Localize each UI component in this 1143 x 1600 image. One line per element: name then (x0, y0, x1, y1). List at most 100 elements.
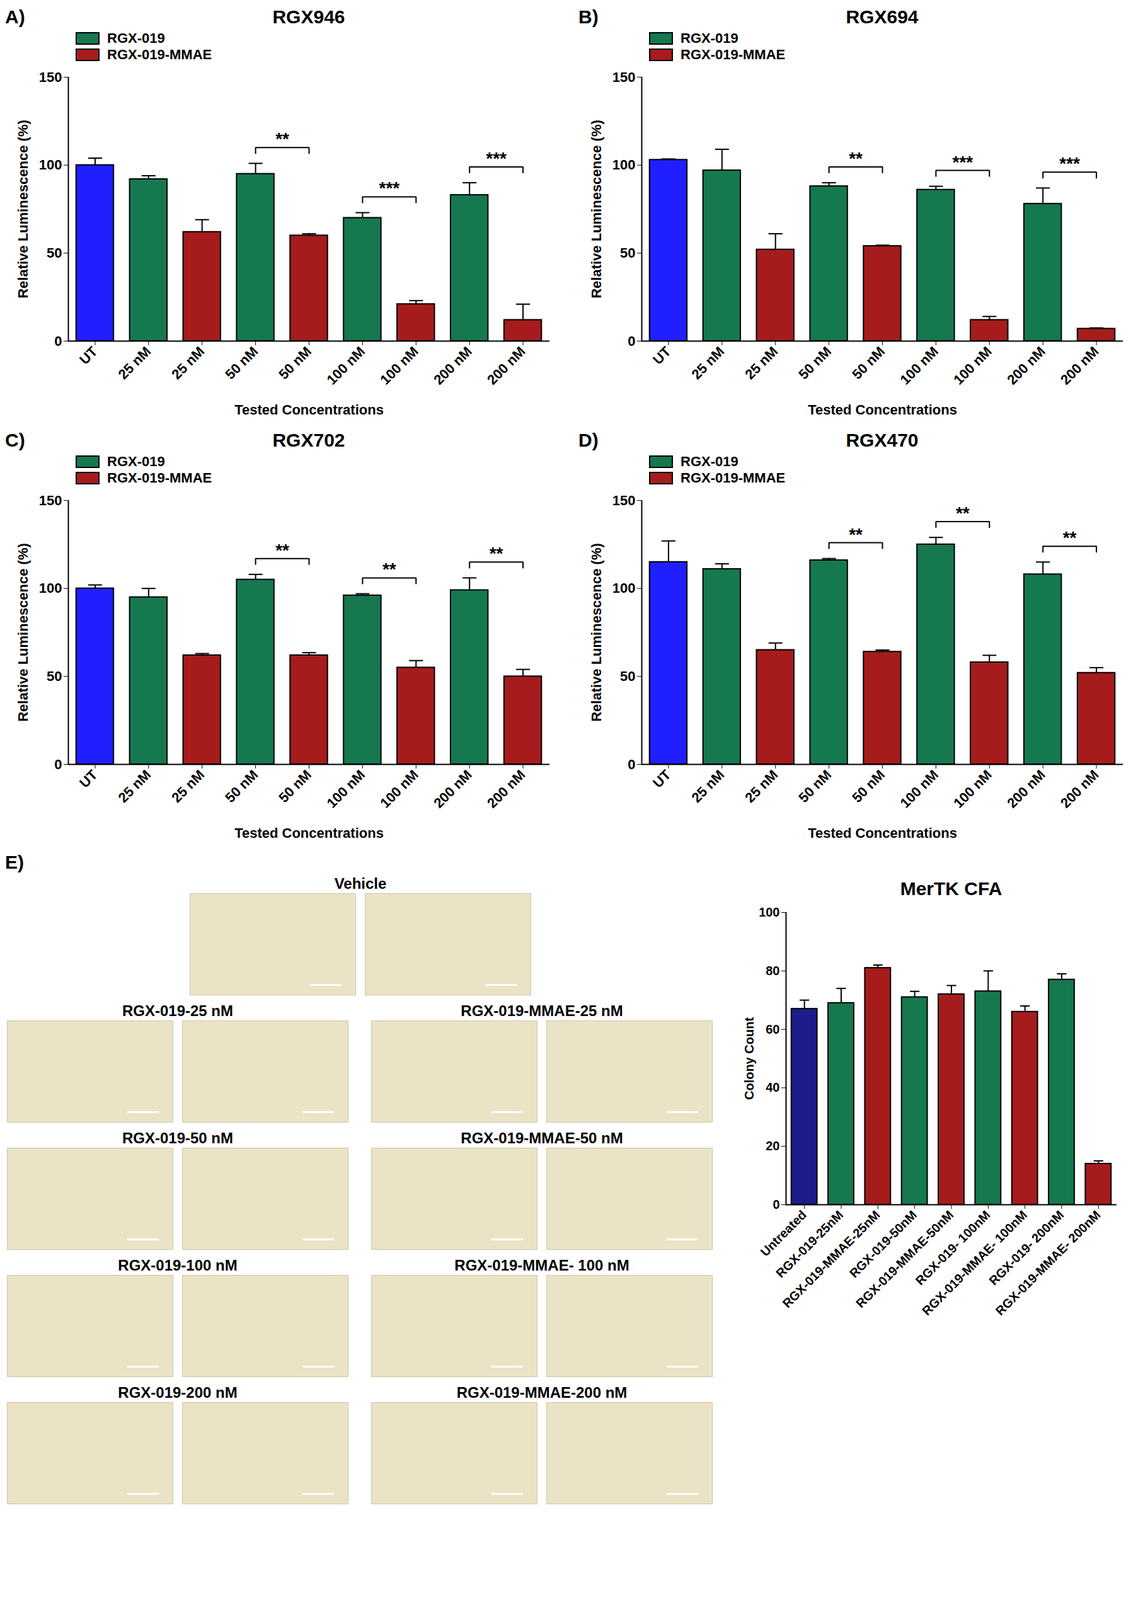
html-text:D): D) (578, 429, 599, 451)
svg-text:100 nM: 100 nM (323, 343, 368, 388)
svg-text:50: 50 (46, 668, 62, 685)
svg-text:100 nM: 100 nM (950, 766, 995, 811)
svg-text:***: *** (485, 148, 507, 169)
svg-text:50: 50 (620, 668, 636, 685)
svg-text:***: *** (378, 178, 400, 198)
svg-text:**: ** (955, 503, 970, 523)
html-text:RGX702: RGX702 (272, 429, 345, 451)
svg-text:100 nM: 100 nM (376, 766, 421, 811)
html-text:Vehicle: Vehicle (334, 875, 387, 893)
svg-text:RGX-019-MMAE-50nM: RGX-019-MMAE-50nM (853, 1207, 957, 1311)
html-text:B): B) (578, 6, 599, 28)
svg-text:50 nM: 50 nM (275, 343, 315, 383)
svg-text:200 nM: 200 nM (1003, 343, 1048, 388)
svg-text:50 nM: 50 nM (275, 766, 315, 806)
svg-text:Relative Luminescence (%): Relative Luminescence (%) (588, 119, 605, 299)
svg-text:100 nM: 100 nM (896, 343, 941, 388)
svg-text:Tested Concentrations: Tested Concentrations (234, 825, 384, 842)
svg-text:Tested Concentrations: Tested Concentrations (807, 402, 958, 418)
svg-text:100: 100 (612, 580, 636, 597)
svg-text:40: 40 (765, 1080, 780, 1095)
html-text:RGX-019-25 nM: RGX-019-25 nM (122, 1002, 234, 1020)
svg-text:**: ** (848, 524, 863, 545)
svg-text:150: 150 (612, 69, 636, 86)
svg-text:200 nM: 200 nM (430, 766, 475, 811)
svg-text:UT: UT (649, 343, 675, 368)
svg-text:**: ** (275, 540, 290, 561)
svg-text:50 nM: 50 nM (221, 343, 261, 383)
svg-text:RGX-019-MMAE- 200nM: RGX-019-MMAE- 200nM (993, 1207, 1104, 1319)
svg-text:100: 100 (758, 905, 780, 920)
html-text:RGX946: RGX946 (272, 6, 345, 28)
svg-text:100 nM: 100 nM (950, 343, 995, 388)
svg-text:25 nM: 25 nM (115, 766, 155, 806)
svg-text:60: 60 (765, 1022, 780, 1037)
svg-text:RGX-019-MMAE- 100nM: RGX-019-MMAE- 100nM (919, 1207, 1030, 1319)
html-text:E): E) (5, 851, 24, 873)
html-text:RGX694: RGX694 (845, 6, 919, 28)
svg-text:Untreated: Untreated (757, 1207, 810, 1260)
svg-text:50 nM: 50 nM (795, 343, 835, 383)
svg-text:200 nM: 200 nM (1057, 766, 1102, 811)
svg-text:25 nM: 25 nM (741, 766, 781, 806)
html-text:RGX470: RGX470 (845, 429, 919, 451)
svg-text:200 nM: 200 nM (483, 343, 529, 388)
svg-text:100: 100 (39, 156, 63, 173)
svg-text:25 nM: 25 nM (741, 343, 781, 383)
svg-text:Colony Count: Colony Count (742, 1017, 757, 1101)
svg-text:150: 150 (612, 492, 636, 509)
svg-text:25 nM: 25 nM (688, 766, 728, 806)
svg-text:Tested Concentrations: Tested Concentrations (234, 402, 384, 418)
svg-text:100 nM: 100 nM (376, 343, 421, 388)
svg-text:Relative Luminescence (%): Relative Luminescence (%) (15, 119, 31, 299)
svg-text:RGX-019- 100nM: RGX-019- 100nM (912, 1207, 993, 1289)
svg-text:RGX-019-25nM: RGX-019-25nM (773, 1207, 846, 1281)
svg-text:150: 150 (39, 69, 63, 86)
svg-text:RGX-019- 200nM: RGX-019- 200nM (986, 1207, 1067, 1289)
svg-text:50: 50 (46, 245, 62, 261)
svg-text:**: ** (848, 148, 863, 169)
svg-text:UT: UT (76, 766, 101, 792)
svg-text:50 nM: 50 nM (795, 766, 835, 806)
svg-text:50 nM: 50 nM (848, 766, 888, 806)
svg-text:80: 80 (765, 964, 780, 978)
svg-text:25 nM: 25 nM (688, 343, 728, 383)
html-text:C): C) (5, 429, 26, 451)
svg-text:50 nM: 50 nM (848, 343, 888, 383)
svg-text:50: 50 (620, 245, 636, 261)
svg-text:Tested Concentrations: Tested Concentrations (807, 825, 958, 842)
svg-text:25 nM: 25 nM (168, 343, 208, 383)
svg-text:25 nM: 25 nM (115, 343, 155, 383)
html-text:MerTK CFA: MerTK CFA (900, 878, 1003, 900)
svg-text:100: 100 (612, 156, 636, 173)
svg-text:**: ** (489, 543, 504, 564)
svg-text:150: 150 (39, 492, 63, 509)
svg-text:200 nM: 200 nM (1003, 766, 1048, 811)
svg-text:0: 0 (627, 756, 636, 773)
svg-text:0: 0 (772, 1197, 780, 1212)
svg-text:RGX-019-50nM: RGX-019-50nM (846, 1207, 920, 1281)
svg-text:***: *** (1059, 153, 1080, 174)
svg-text:Relative Luminescence (%): Relative Luminescence (%) (588, 543, 605, 723)
svg-text:50 nM: 50 nM (221, 766, 261, 806)
svg-text:**: ** (275, 129, 290, 149)
html-text:A): A) (5, 6, 26, 28)
svg-text:0: 0 (54, 756, 62, 773)
svg-text:200 nM: 200 nM (1057, 343, 1102, 388)
svg-text:25 nM: 25 nM (168, 766, 208, 806)
svg-text:100 nM: 100 nM (323, 766, 368, 811)
svg-text:UT: UT (649, 766, 675, 792)
svg-text:100 nM: 100 nM (896, 766, 941, 811)
svg-text:***: *** (952, 152, 973, 173)
svg-text:100: 100 (39, 580, 63, 597)
svg-text:200 nM: 200 nM (430, 343, 475, 388)
svg-text:Relative Luminescence (%): Relative Luminescence (%) (15, 543, 31, 723)
svg-text:200 nM: 200 nM (483, 766, 529, 811)
svg-text:**: ** (382, 559, 397, 580)
svg-text:UT: UT (76, 343, 101, 368)
svg-text:RGX-019-MMAE-25nM: RGX-019-MMAE-25nM (779, 1207, 883, 1311)
svg-text:**: ** (1062, 528, 1077, 548)
svg-text:20: 20 (765, 1139, 780, 1154)
svg-text:0: 0 (54, 333, 62, 350)
svg-text:0: 0 (627, 333, 636, 350)
